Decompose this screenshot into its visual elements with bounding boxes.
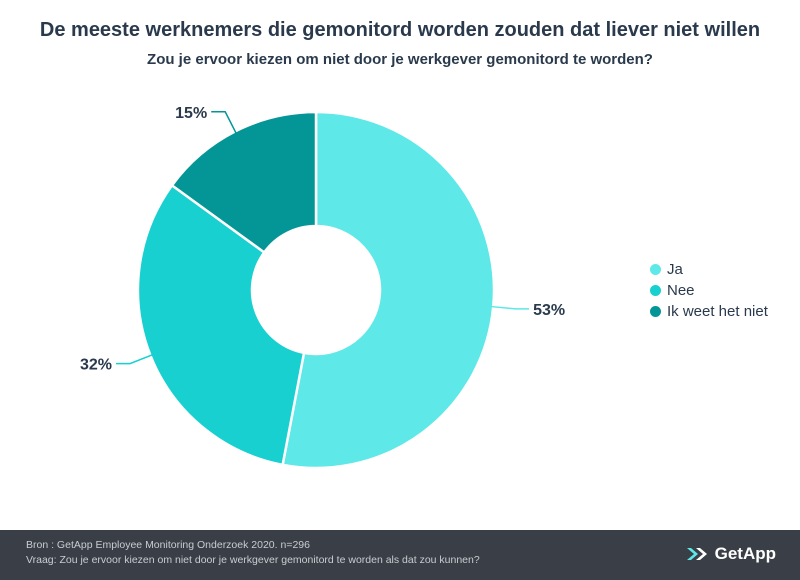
chart-subtitle: Zou je ervoor kiezen om niet door je wer… bbox=[147, 51, 653, 68]
legend-swatch-nee bbox=[650, 285, 661, 296]
leader-line-weet-niet bbox=[211, 111, 237, 134]
chart-title: De meeste werknemers die gemonitord word… bbox=[39, 19, 761, 41]
slice-weet-niet bbox=[170, 110, 318, 255]
legend-item-ja: Ja bbox=[650, 259, 768, 280]
logo-text: GetApp bbox=[714, 544, 776, 563]
leader-line-ja bbox=[491, 305, 530, 310]
donut-chart: 53% 32% 15% bbox=[80, 105, 565, 470]
legend-swatch-weet-niet bbox=[650, 306, 661, 317]
legend-label-ja: Ja bbox=[667, 261, 683, 278]
legend-item-nee: Nee bbox=[650, 280, 768, 301]
legend-item-weet-niet: Ik weet het niet bbox=[650, 301, 768, 322]
chart-legend: Ja Nee Ik weet het niet bbox=[650, 259, 768, 322]
question-text: Vraag: Zou je ervoor kiezen om niet door… bbox=[26, 554, 480, 566]
slice-nee bbox=[136, 183, 306, 467]
getapp-chevron-icon bbox=[686, 548, 707, 560]
legend-swatch-ja bbox=[650, 264, 661, 275]
data-label-weet-niet: 15% bbox=[175, 105, 207, 122]
data-label-ja: 53% bbox=[533, 302, 565, 319]
source-footer: Bron : GetApp Employee Monitoring Onderz… bbox=[0, 530, 800, 580]
source-text: Bron : GetApp Employee Monitoring Onderz… bbox=[26, 539, 310, 551]
getapp-logo: GetApp bbox=[685, 544, 776, 564]
leader-line-nee bbox=[116, 354, 153, 365]
legend-label-nee: Nee bbox=[667, 282, 695, 299]
data-label-nee: 32% bbox=[80, 357, 112, 374]
slice-ja bbox=[281, 110, 496, 470]
legend-label-weet-niet: Ik weet het niet bbox=[667, 303, 768, 320]
